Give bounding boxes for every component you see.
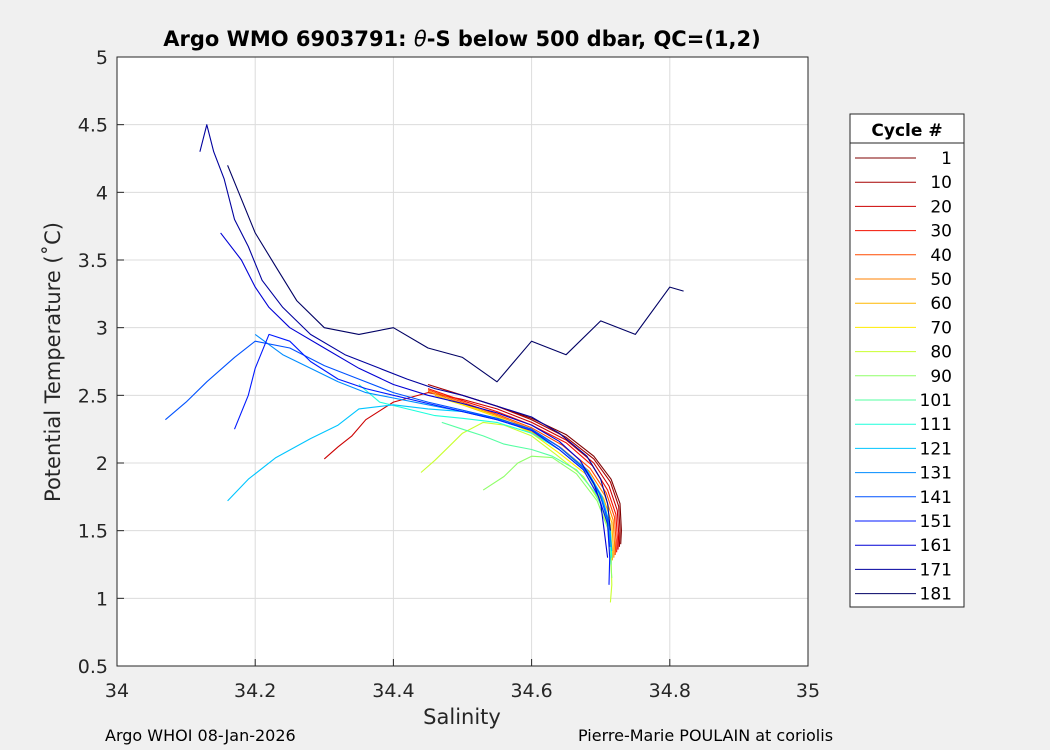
legend-label: 50 bbox=[930, 270, 952, 290]
series-line-cycle-30 bbox=[427, 388, 618, 553]
legend-label: 121 bbox=[920, 439, 952, 459]
series-line-cycle-20 bbox=[323, 392, 620, 550]
legend-label: 20 bbox=[930, 197, 952, 217]
footer-left: Argo WHOI 08-Jan-2026 bbox=[105, 726, 296, 745]
x-axis-ticks: 34 34.2 34.4 34.6 34.8 35 bbox=[105, 659, 820, 702]
series-line-cycle-171 bbox=[199, 124, 611, 531]
legend-label: 40 bbox=[930, 246, 952, 266]
y-tick-label: 5 bbox=[96, 47, 108, 69]
y-tick-label: 3.5 bbox=[78, 250, 108, 272]
y-tick-label: 2 bbox=[96, 453, 108, 475]
x-tick-label: 34.8 bbox=[649, 680, 691, 702]
legend-label: 111 bbox=[920, 415, 952, 435]
plot-area bbox=[117, 57, 808, 666]
footer-right: Pierre-Marie POULAIN at coriolis bbox=[578, 726, 834, 745]
y-axis-ticks: 0.5 1 1.5 2 2.5 3 3.5 4 4.5 5 bbox=[78, 47, 124, 678]
y-tick-label: 4.5 bbox=[78, 115, 108, 137]
series-lines bbox=[165, 124, 684, 603]
legend-box bbox=[849, 113, 965, 608]
x-tick-label: 34 bbox=[105, 680, 129, 702]
legend-label: 70 bbox=[930, 318, 952, 338]
x-tick-label: 34.2 bbox=[234, 680, 276, 702]
legend-label: 80 bbox=[930, 343, 952, 363]
series-line-cycle-121 bbox=[227, 404, 613, 552]
legend-label: 131 bbox=[920, 464, 952, 484]
legend-label: 161 bbox=[920, 536, 952, 556]
x-axis-label: Salinity bbox=[423, 705, 501, 729]
series-line-cycle-141 bbox=[165, 340, 611, 547]
legend-label: 141 bbox=[920, 488, 952, 508]
legend-label: 60 bbox=[930, 294, 952, 314]
y-tick-label: 1.5 bbox=[78, 521, 108, 543]
legend-label: 171 bbox=[920, 560, 952, 580]
legend-label: 10 bbox=[930, 173, 952, 193]
title-suffix: -S below 500 dbar, QC=(1,2) bbox=[427, 27, 761, 51]
y-tick-label: 0.5 bbox=[78, 656, 108, 678]
legend: Cycle # 11020304050607080901011111211311… bbox=[849, 113, 965, 608]
legend-items: 1 10 20 30 40 50 60 70 80 90 101 111 121 131 141 151 161… bbox=[855, 149, 952, 605]
legend-label: 151 bbox=[920, 512, 952, 532]
series-line-cycle-1 bbox=[496, 405, 622, 545]
legend-label: 1 bbox=[941, 149, 952, 169]
legend-label: 181 bbox=[920, 585, 952, 605]
y-tick-label: 1 bbox=[96, 588, 108, 610]
legend-label: 30 bbox=[930, 222, 952, 242]
y-tick-label: 4 bbox=[96, 182, 108, 204]
plot-frame bbox=[116, 56, 809, 667]
y-tick-label: 2.5 bbox=[78, 385, 108, 407]
series-line-cycle-181 bbox=[227, 165, 684, 383]
legend-title: Cycle # bbox=[871, 121, 942, 141]
x-tick-label: 34.4 bbox=[372, 680, 414, 702]
legend-label: 101 bbox=[920, 391, 952, 411]
chart-title: Argo WMO 6903791: θ-S below 500 dbar, QC… bbox=[163, 27, 760, 51]
legend-label: 90 bbox=[930, 367, 952, 387]
series-line-cycle-161 bbox=[220, 232, 609, 558]
title-theta: θ bbox=[414, 27, 427, 51]
x-tick-label: 34.6 bbox=[510, 680, 552, 702]
title-prefix: Argo WMO 6903791: bbox=[163, 27, 414, 51]
y-tick-label: 3 bbox=[96, 318, 108, 340]
x-tick-label: 35 bbox=[796, 680, 820, 702]
y-axis-label: Potential Temperature (˚C) bbox=[41, 222, 65, 502]
